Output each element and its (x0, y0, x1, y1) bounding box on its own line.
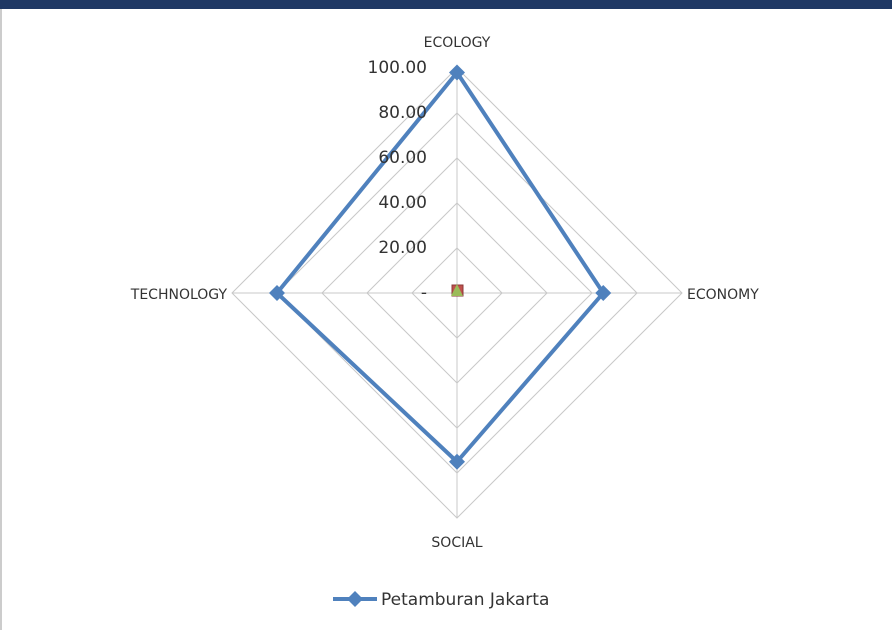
category-label: TECHNOLOGY (130, 287, 228, 303)
data-point (269, 285, 285, 301)
category-label: SOCIAL (431, 535, 482, 551)
legend-label: Petamburan Jakarta (381, 590, 549, 610)
y-tick-label: 60.00 (378, 148, 427, 168)
data-point (595, 285, 612, 301)
marks (269, 64, 612, 470)
y-tick-label: 100.00 (368, 58, 427, 78)
y-tick-label: 80.00 (378, 103, 427, 123)
data-point (449, 64, 465, 81)
data-point (449, 453, 465, 470)
legend-marker (347, 591, 363, 607)
center-marker (451, 284, 463, 296)
category-label: ECONOMY (687, 287, 759, 303)
y-tick-label: 40.00 (378, 193, 427, 213)
category-label: ECOLOGY (424, 35, 491, 51)
y-tick-label: 20.00 (378, 238, 427, 258)
top-bar (0, 0, 892, 9)
y-tick-label: - (421, 283, 427, 303)
